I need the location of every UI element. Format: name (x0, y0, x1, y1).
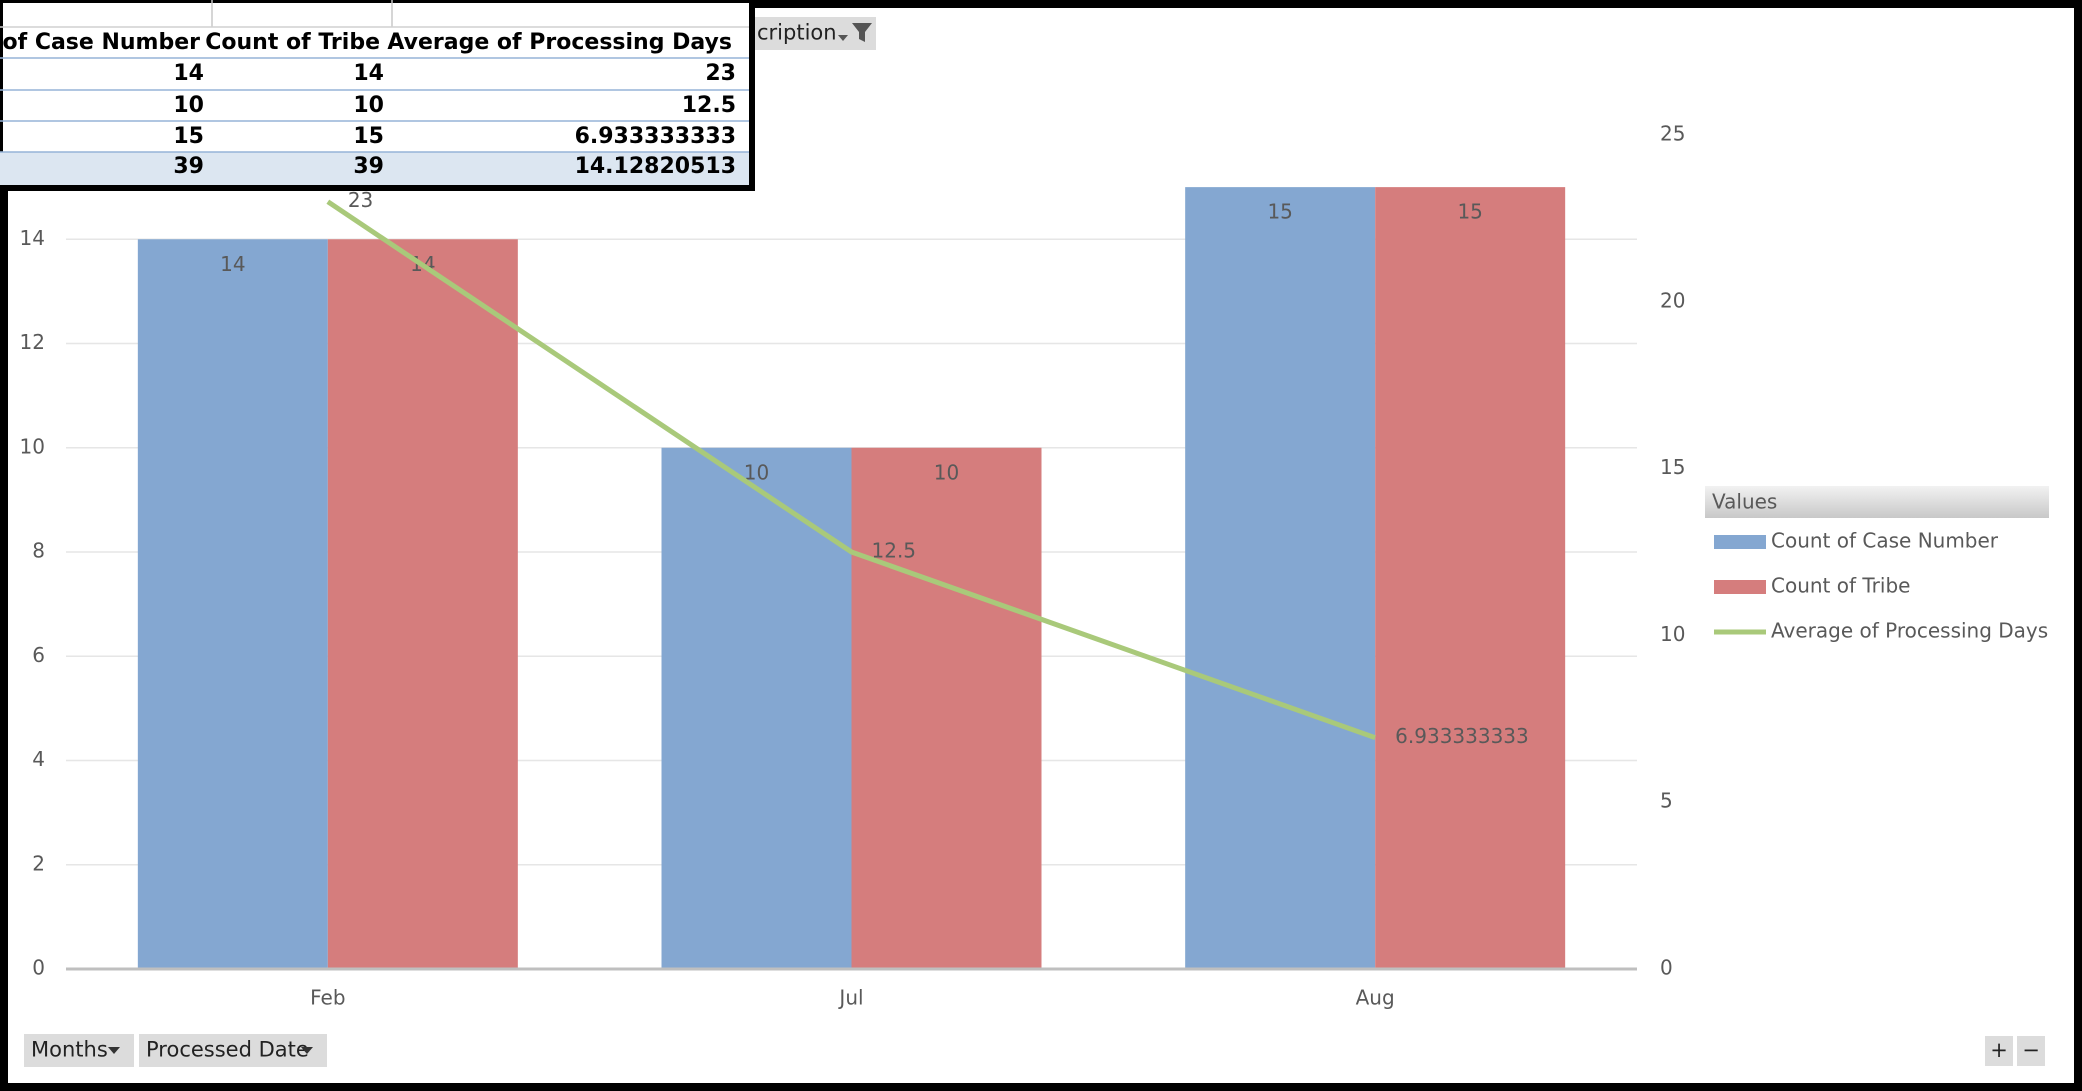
bar-value-label: 14 (220, 252, 245, 276)
y-tick-label: 10 (20, 434, 45, 458)
y2-tick-label: 5 (1660, 789, 1673, 813)
line-series (326, 199, 1377, 741)
zoom-button[interactable] (1985, 1036, 2013, 1066)
table-cell: 6.933333333 (575, 124, 736, 149)
table-cell: 12.5 (682, 93, 736, 118)
y2-tick-label: 10 (1660, 622, 1685, 646)
y-tick-label: 8 (32, 539, 45, 563)
bar-value-label: 10 (934, 460, 959, 484)
y-tick-label: 6 (32, 643, 45, 667)
legend-header (1705, 486, 2049, 518)
table-cell: 23 (705, 61, 736, 86)
y-tick-label: 4 (32, 747, 45, 771)
field-button[interactable] (139, 1034, 327, 1067)
legend: Values Count of Case Number Count of Tribe… (1705, 486, 2049, 643)
y2-tick-label: 20 (1660, 288, 1685, 312)
x-tick-label: Jul (837, 986, 863, 1010)
y2-tick-label: 25 (1660, 122, 1685, 146)
table-header: Average of Processing Days (387, 30, 732, 55)
legend-swatch (1714, 535, 1766, 549)
table-cell: 15 (173, 124, 204, 149)
table-cell: 10 (353, 93, 384, 118)
zoom-label[interactable]: − (2022, 1038, 2040, 1062)
table-cell: 14.12820513 (575, 154, 736, 179)
bar-value-label: 15 (1267, 200, 1292, 224)
table-cell: 14 (353, 61, 384, 86)
legend-swatch (1714, 580, 1766, 594)
table-header: Count of Tribe (205, 30, 380, 55)
zoom-button[interactable] (2017, 1036, 2045, 1066)
filter-button[interactable] (750, 17, 876, 50)
bar (1375, 187, 1566, 969)
filter-icon (838, 23, 872, 42)
dropdown-arrow (108, 1047, 120, 1054)
dropdown-arrow (301, 1047, 313, 1054)
y-tick-label: 2 (32, 851, 45, 875)
bar (1185, 187, 1376, 969)
legend-label: Average of Processing Days (1771, 619, 2048, 643)
field-button-label[interactable]: Processed Date (146, 1038, 309, 1062)
y-tick-label: 12 (20, 330, 45, 354)
line-value-label: 6.933333333 (1395, 724, 1529, 748)
table-cell: 14 (173, 61, 204, 86)
table-cell: 39 (173, 154, 204, 179)
legend-label: Count of Tribe (1771, 574, 1910, 598)
bar (327, 239, 518, 969)
legend-label: Count of Case Number (1771, 529, 1999, 553)
field-button-label[interactable]: Months (31, 1038, 108, 1062)
pivot-table: t of Case Number Count of Tribe Average of… (0, 0, 755, 191)
x-tick-label: Aug (1356, 986, 1395, 1010)
x-tick-label: Feb (310, 986, 345, 1010)
table-header: t of Case Number (0, 30, 200, 55)
table-cell: 10 (173, 93, 204, 118)
y2-tick-label: 0 (1660, 956, 1673, 980)
line-value-label: 12.5 (872, 539, 917, 563)
table-cell: 15 (353, 124, 384, 149)
y-tick-label: 0 (32, 956, 45, 980)
bar (137, 239, 328, 969)
bar-value-label: 15 (1457, 200, 1482, 224)
line-value-label: 23 (348, 188, 373, 212)
filter-button-label[interactable]: cription (757, 21, 837, 45)
y2-tick-label: 15 (1660, 455, 1685, 479)
table-cell: 39 (353, 154, 384, 179)
bar (661, 447, 852, 969)
zoom-label[interactable]: + (1990, 1038, 2008, 1062)
total-row (0, 152, 749, 185)
bar (851, 447, 1042, 969)
y-tick-label: 14 (20, 226, 45, 250)
field-buttons: cription Months Processed Date + − (24, 17, 2045, 1067)
legend-title: Values (1712, 490, 1777, 514)
